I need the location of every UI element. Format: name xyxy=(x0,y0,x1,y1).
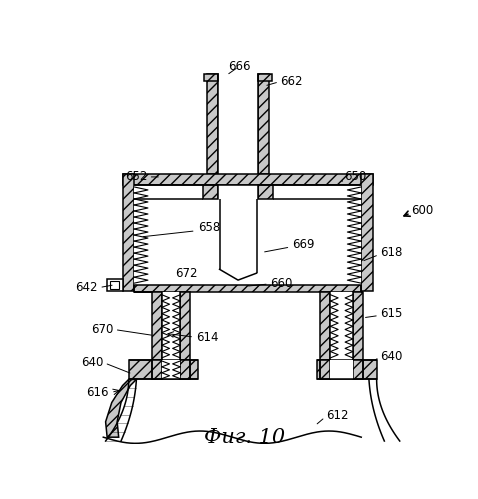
Text: 662: 662 xyxy=(281,75,303,88)
Bar xyxy=(203,186,218,199)
Text: 672: 672 xyxy=(175,267,197,280)
Bar xyxy=(152,360,190,379)
Bar xyxy=(258,186,273,199)
Bar xyxy=(353,292,363,360)
Text: Фиг. 10: Фиг. 10 xyxy=(205,428,285,447)
Text: 640: 640 xyxy=(380,350,403,363)
Text: 669: 669 xyxy=(292,238,315,251)
Bar xyxy=(152,292,162,360)
Text: 666: 666 xyxy=(228,59,251,72)
Bar xyxy=(134,186,361,291)
Bar xyxy=(129,360,198,379)
Bar xyxy=(162,292,180,360)
Text: 660: 660 xyxy=(271,276,293,290)
Text: 670: 670 xyxy=(91,323,113,336)
Bar xyxy=(320,292,330,360)
Bar xyxy=(218,186,258,199)
Bar xyxy=(110,281,120,288)
Bar xyxy=(122,174,134,291)
Bar xyxy=(353,360,363,379)
Bar xyxy=(316,360,377,379)
Bar xyxy=(330,360,353,379)
Bar xyxy=(218,74,258,174)
Bar xyxy=(204,74,218,81)
Text: 658: 658 xyxy=(198,221,220,234)
Text: 615: 615 xyxy=(380,307,403,320)
Bar xyxy=(180,360,190,379)
Bar xyxy=(330,292,353,360)
Text: 612: 612 xyxy=(326,409,349,422)
Bar xyxy=(258,74,272,81)
PathPatch shape xyxy=(106,379,136,437)
Bar xyxy=(207,74,218,174)
Text: 642: 642 xyxy=(76,281,98,294)
Text: 600: 600 xyxy=(411,204,434,217)
Text: 616: 616 xyxy=(86,386,109,399)
Bar xyxy=(218,74,258,81)
Bar xyxy=(122,174,373,186)
Text: 652: 652 xyxy=(125,171,147,184)
Bar xyxy=(320,360,363,379)
Bar xyxy=(320,360,330,379)
Bar xyxy=(258,74,269,174)
Text: 614: 614 xyxy=(196,330,218,344)
Bar xyxy=(162,360,180,379)
Text: 650: 650 xyxy=(344,171,367,184)
Bar xyxy=(152,360,162,379)
Bar xyxy=(361,174,373,291)
Bar xyxy=(107,278,122,291)
Bar xyxy=(180,292,190,360)
Text: 640: 640 xyxy=(81,356,103,369)
Bar xyxy=(134,285,361,292)
Text: 618: 618 xyxy=(380,246,403,259)
